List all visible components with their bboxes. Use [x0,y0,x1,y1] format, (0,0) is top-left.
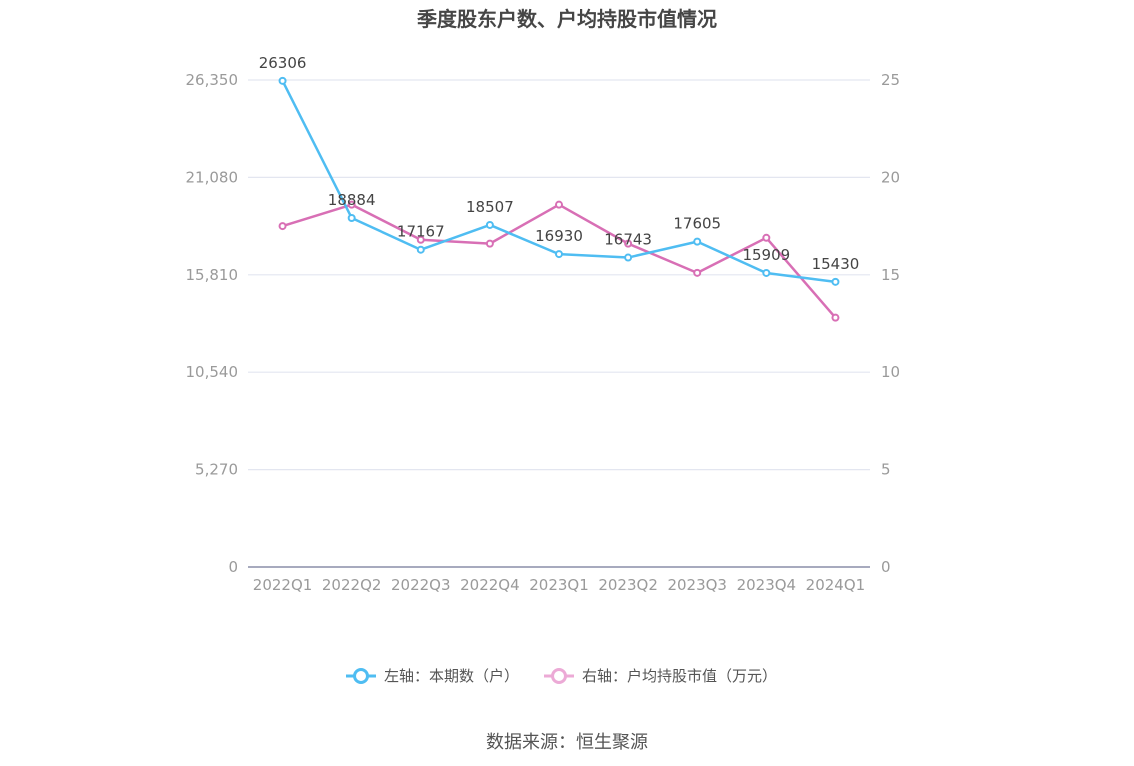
data-label: 16930 [535,227,583,245]
left-axis-tick-label: 15,810 [186,266,239,284]
right-axis-tick-label: 25 [881,71,900,89]
right-axis-tick-label: 20 [881,168,900,186]
grid-lines [248,79,870,471]
data-label: 17167 [397,223,445,241]
data-labels: 26306 18884 17167 18507 16930 16743 17605 15909… [259,54,860,273]
legend-label: 左轴：本期数（户） [384,667,519,685]
left-axis-tick-label: 10,540 [186,363,239,381]
right-axis-tick-label: 0 [881,558,891,576]
series-0 [278,76,840,286]
data-label: 16743 [604,231,652,249]
data-label: 17605 [673,215,721,233]
x-axis-ticks: 2022Q1 2022Q2 2022Q3 2022Q4 2023Q1 2023Q2 2023… [253,576,865,594]
data-point[interactable] [762,268,771,277]
x-axis-tick-label: 2022Q3 [391,576,451,594]
legend-item-1[interactable]: 右轴：户均持股市值（万元） [544,667,777,685]
left-axis-tick-label: 26,350 [186,71,239,89]
data-label: 18507 [466,198,514,216]
series-1 [278,200,840,322]
data-point[interactable] [485,220,494,229]
data-point[interactable] [624,239,633,248]
data-point[interactable] [831,313,840,322]
data-point[interactable] [416,235,425,244]
left-axis-tick-label: 0 [228,558,238,576]
source-text: 数据来源：恒生聚源 [486,732,648,753]
data-label: 18884 [328,191,376,209]
x-axis-tick-label: 2023Q3 [667,576,727,594]
data-point[interactable] [416,245,425,254]
legend-label: 右轴：户均持股市值（万元） [582,667,777,685]
left-axis-tick-label: 21,080 [186,168,239,186]
legend-marker-icon [551,668,567,684]
legend-item-0[interactable]: 左轴：本期数（户） [346,667,519,685]
legend[interactable]: 左轴：本期数（户） 右轴：户均持股市值（万元） [346,667,777,685]
data-point[interactable] [347,200,356,209]
left-axis-tick-label: 5,270 [195,461,238,479]
data-point[interactable] [693,268,702,277]
data-label: 15909 [742,246,790,264]
data-point[interactable] [762,233,771,242]
data-point[interactable] [624,253,633,262]
right-axis-tick-label: 5 [881,461,891,479]
data-point[interactable] [278,222,287,231]
right-axis-ticks: 0 5 10 15 20 25 [881,71,900,576]
data-label: 15430 [812,255,860,273]
data-point[interactable] [555,250,563,259]
left-axis-ticks: 0 5,270 10,540 15,810 21,080 26,350 [186,71,239,576]
series-group: 26306 18884 17167 18507 16930 16743 17605 15909… [259,54,860,322]
legend-marker-icon [353,668,369,684]
x-axis-tick-label: 2024Q1 [806,576,866,594]
right-axis-tick-label: 15 [881,266,900,284]
x-axis-tick-label: 2022Q2 [322,576,382,594]
data-point[interactable] [485,239,494,248]
data-point[interactable] [278,76,287,85]
x-axis-tick-label: 2023Q2 [598,576,658,594]
data-point[interactable] [347,213,356,222]
right-axis-tick-label: 10 [881,363,900,381]
data-point[interactable] [555,200,563,209]
chart-title: 季度股东户数、户均持股市值情况 [416,7,717,31]
x-axis-tick-label: 2023Q4 [737,576,797,594]
data-point[interactable] [831,277,840,286]
x-axis-tick-label: 2022Q1 [253,576,313,594]
x-axis-tick-label: 2023Q1 [529,576,589,594]
data-label: 26306 [259,54,307,72]
x-axis-tick-label: 2022Q4 [460,576,520,594]
data-point[interactable] [693,237,702,246]
